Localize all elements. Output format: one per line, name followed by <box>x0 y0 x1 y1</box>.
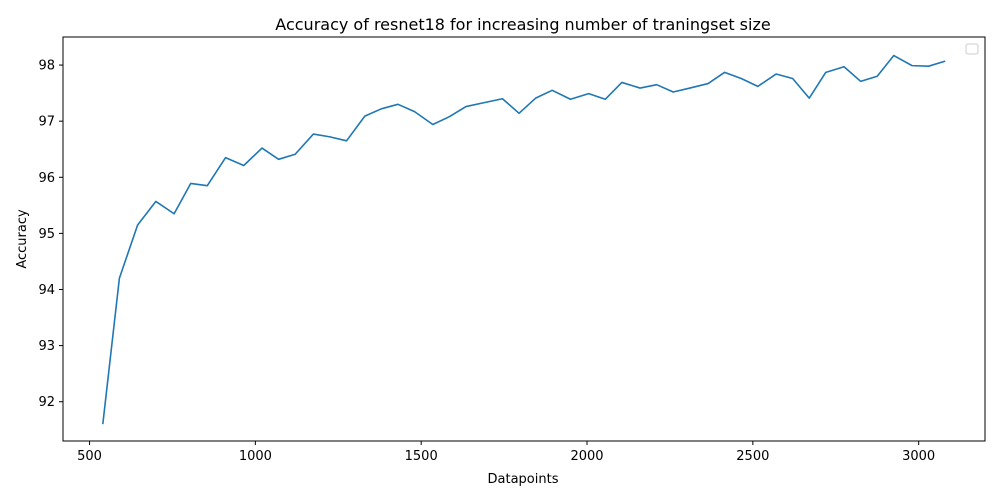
y-tick-label: 98 <box>38 59 55 74</box>
y-axis-label: Accuracy <box>15 209 30 269</box>
x-tick-label: 2500 <box>736 449 769 464</box>
plot-frame <box>62 36 986 442</box>
y-axis: 92 93 94 95 96 97 98 <box>38 59 63 410</box>
y-tick-label: 92 <box>38 395 55 410</box>
x-axis: 500 1000 1500 2000 2500 3000 <box>77 441 935 464</box>
y-tick-label: 94 <box>38 283 55 298</box>
x-tick-label: 1500 <box>405 449 438 464</box>
chart-title: Accuracy of resnet18 for increasing numb… <box>275 15 770 34</box>
x-tick-label: 3000 <box>902 449 935 464</box>
y-tick-label: 95 <box>38 227 55 242</box>
x-tick-label: 2000 <box>570 449 603 464</box>
y-tick-label: 97 <box>38 115 55 130</box>
y-tick-label: 93 <box>38 339 55 354</box>
x-axis-label: Datapoints <box>488 472 559 487</box>
series-line-0 <box>102 54 946 425</box>
legend-box <box>965 43 979 55</box>
plot-area <box>102 54 946 425</box>
x-tick-label: 1000 <box>239 449 272 464</box>
y-tick-label: 96 <box>38 171 55 186</box>
x-tick-label: 500 <box>77 449 102 464</box>
